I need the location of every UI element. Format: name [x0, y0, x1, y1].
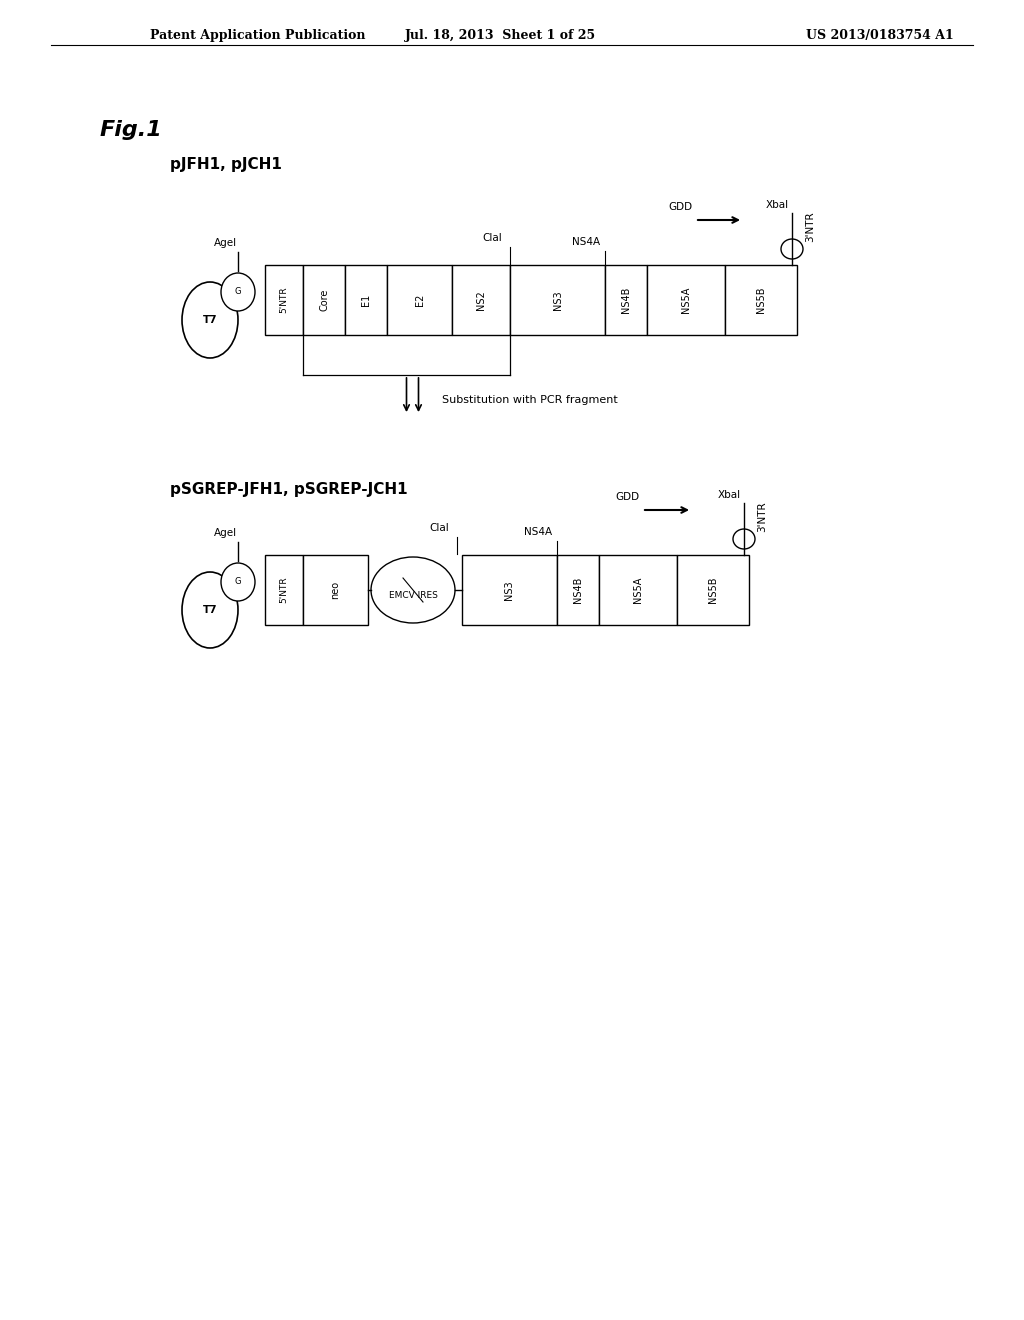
Text: Substitution with PCR fragment: Substitution with PCR fragment: [441, 395, 617, 405]
Text: Core: Core: [319, 289, 329, 312]
Ellipse shape: [781, 239, 803, 259]
Bar: [677, 554, 749, 624]
Text: AgeI: AgeI: [213, 238, 237, 248]
Text: neo: neo: [331, 581, 341, 599]
Text: ClaI: ClaI: [429, 523, 449, 533]
Ellipse shape: [221, 564, 255, 601]
Bar: [345, 265, 387, 335]
Text: E2: E2: [415, 294, 425, 306]
Text: NS3: NS3: [553, 290, 562, 310]
Text: NS2: NS2: [476, 290, 486, 310]
Text: NS3: NS3: [505, 581, 514, 599]
Text: Fig.1: Fig.1: [100, 120, 163, 140]
Text: XbaI: XbaI: [765, 201, 788, 210]
Text: NS4A: NS4A: [524, 527, 552, 537]
Text: EMCV IRES: EMCV IRES: [388, 590, 437, 599]
Text: NS5A: NS5A: [681, 286, 691, 313]
Text: T7: T7: [203, 605, 217, 615]
Text: ClaI: ClaI: [482, 234, 502, 243]
Text: AgeI: AgeI: [213, 528, 237, 539]
Ellipse shape: [182, 572, 238, 648]
Text: GDD: GDD: [614, 492, 639, 502]
Bar: [605, 265, 647, 335]
Ellipse shape: [221, 273, 255, 312]
Text: 5'NTR: 5'NTR: [280, 577, 289, 603]
Text: 3'NTR: 3'NTR: [805, 211, 815, 243]
Text: 3'NTR: 3'NTR: [757, 502, 767, 532]
Text: 5'NTR: 5'NTR: [280, 286, 289, 313]
Bar: [303, 554, 368, 624]
Text: US 2013/0183754 A1: US 2013/0183754 A1: [806, 29, 954, 41]
Bar: [725, 265, 797, 335]
Text: Jul. 18, 2013  Sheet 1 of 25: Jul. 18, 2013 Sheet 1 of 25: [404, 29, 596, 41]
Bar: [557, 554, 599, 624]
Bar: [647, 265, 725, 335]
Text: pJFH1, pJCH1: pJFH1, pJCH1: [170, 157, 282, 173]
Bar: [387, 265, 452, 335]
Ellipse shape: [733, 529, 755, 549]
Text: NS4A: NS4A: [571, 238, 600, 247]
Ellipse shape: [371, 557, 455, 623]
Bar: [599, 554, 677, 624]
Text: NS4B: NS4B: [573, 577, 583, 603]
Bar: [510, 265, 605, 335]
Text: NS5B: NS5B: [756, 286, 766, 313]
Text: GDD: GDD: [668, 202, 692, 213]
Bar: [303, 265, 345, 335]
Text: T7: T7: [203, 315, 217, 325]
Text: Patent Application Publication: Patent Application Publication: [150, 29, 366, 41]
Text: G: G: [234, 578, 242, 586]
Text: XbaI: XbaI: [718, 490, 740, 500]
Text: NS5B: NS5B: [708, 577, 718, 603]
Text: pSGREP-JFH1, pSGREP-JCH1: pSGREP-JFH1, pSGREP-JCH1: [170, 483, 408, 498]
Text: NS4B: NS4B: [621, 286, 631, 313]
Text: E1: E1: [361, 294, 371, 306]
Ellipse shape: [182, 282, 238, 358]
Text: G: G: [234, 288, 242, 297]
Bar: [265, 265, 303, 335]
Bar: [452, 265, 510, 335]
Text: NS5A: NS5A: [633, 577, 643, 603]
Bar: [265, 554, 303, 624]
Bar: [462, 554, 557, 624]
